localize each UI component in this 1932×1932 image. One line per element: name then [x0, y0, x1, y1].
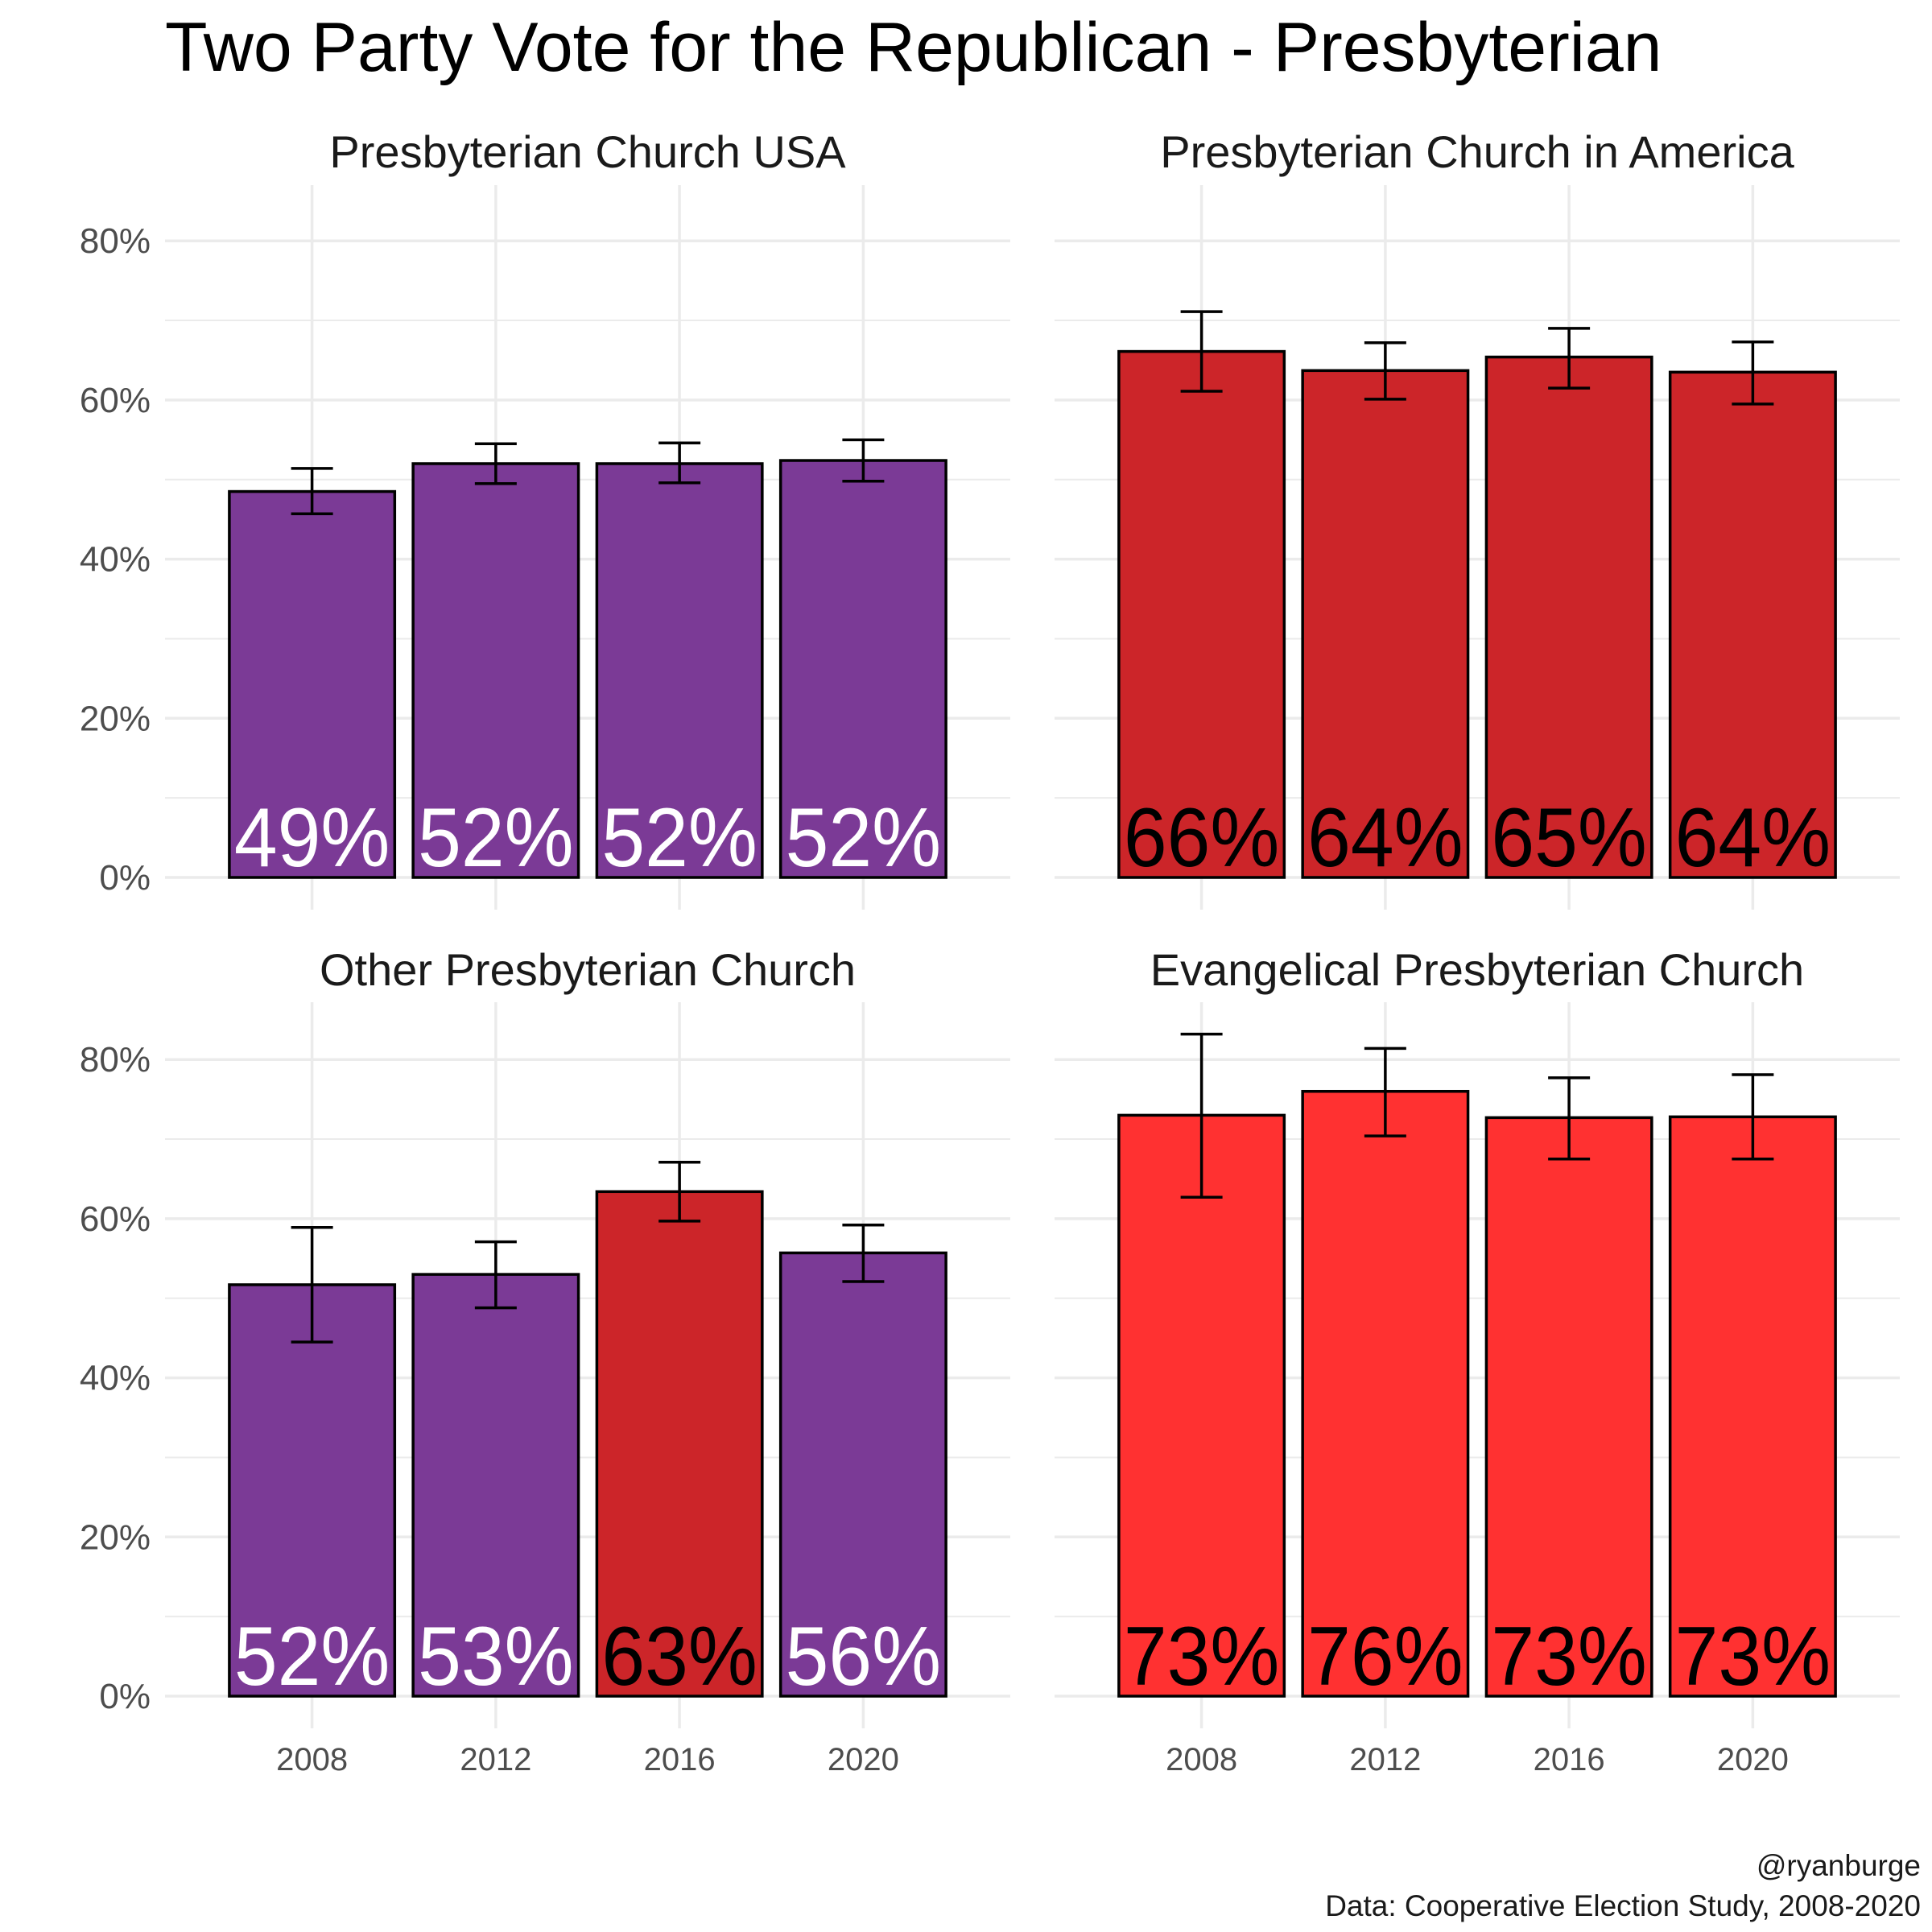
bar [1484, 1116, 1653, 1698]
y-tick-label: 40% [80, 1359, 151, 1398]
bar [1301, 1089, 1470, 1698]
y-tick-label: 20% [80, 699, 151, 738]
bar-value-label: 49% [234, 791, 390, 885]
bar [595, 1190, 764, 1698]
x-tick-label: 2012 [1349, 1742, 1421, 1777]
bar-value-label: 73% [1675, 1610, 1831, 1703]
bar-value-label: 76% [1307, 1610, 1463, 1703]
caption-source: Data: Cooperative Election Study, 2008-2… [1325, 1889, 1921, 1922]
bar [1117, 1113, 1286, 1698]
bar-value-label: 52% [786, 791, 941, 885]
bar [595, 462, 764, 879]
bar [1301, 369, 1470, 879]
facet-panel: Evangelical Presbyterian Church 73% 2008 76… [1055, 944, 1900, 1777]
y-tick-label: 20% [80, 1517, 151, 1557]
bar-value-label: 56% [786, 1610, 941, 1703]
bar [1484, 355, 1653, 879]
facet-panel: Presbyterian Church USA 0% 20% 40% 60% 80% 49%… [80, 126, 1010, 910]
bar-value-label: 64% [1675, 791, 1831, 885]
facet-panels: Presbyterian Church USA 0% 20% 40% 60% 80% 49%… [80, 126, 1900, 1777]
y-tick-label: 0% [99, 1677, 151, 1716]
bar [228, 489, 397, 879]
bar [1117, 349, 1286, 879]
bar [1668, 1115, 1837, 1698]
x-tick-label: 2016 [644, 1742, 716, 1777]
bar-value-label: 52% [234, 1610, 390, 1703]
bar-value-label: 53% [418, 1610, 573, 1703]
x-tick-label: 2020 [1717, 1742, 1789, 1777]
caption-handle: @ryanburge [1757, 1849, 1921, 1882]
x-tick-label: 2008 [276, 1742, 348, 1777]
y-tick-label: 80% [80, 221, 151, 261]
y-tick-label: 0% [99, 858, 151, 898]
facet-strip-title: Presbyterian Church USA [329, 126, 846, 177]
bar-value-label: 64% [1307, 791, 1463, 885]
bar [1668, 370, 1837, 879]
y-tick-label: 60% [80, 381, 151, 420]
facet-panel: Other Presbyterian Church 0% 20% 40% 60% 80% 5… [80, 944, 1010, 1777]
bar-value-label: 66% [1124, 791, 1279, 885]
facet-strip-title: Other Presbyterian Church [320, 944, 856, 995]
chart-title: Two Party Vote for the Republican - Pres… [165, 9, 1662, 86]
bar-value-label: 73% [1491, 1610, 1646, 1703]
bar-value-label: 73% [1124, 1610, 1279, 1703]
bar-value-label: 65% [1491, 791, 1646, 885]
x-tick-label: 2008 [1166, 1742, 1237, 1777]
y-tick-label: 60% [80, 1199, 151, 1239]
x-tick-label: 2016 [1534, 1742, 1605, 1777]
x-tick-label: 2020 [828, 1742, 899, 1777]
facet-strip-title: Evangelical Presbyterian Church [1150, 944, 1804, 995]
facet-panel: Presbyterian Church in America 66% 64% 65% 6… [1055, 126, 1900, 910]
bar-value-label: 52% [601, 791, 757, 885]
bar [411, 1273, 580, 1698]
bar-value-label: 63% [601, 1610, 757, 1703]
facet-strip-title: Presbyterian Church in America [1160, 126, 1794, 177]
bar [411, 462, 580, 879]
y-tick-label: 80% [80, 1040, 151, 1080]
bar-value-label: 52% [418, 791, 573, 885]
bar [228, 1283, 397, 1698]
x-tick-label: 2012 [460, 1742, 531, 1777]
y-tick-label: 40% [80, 540, 151, 580]
